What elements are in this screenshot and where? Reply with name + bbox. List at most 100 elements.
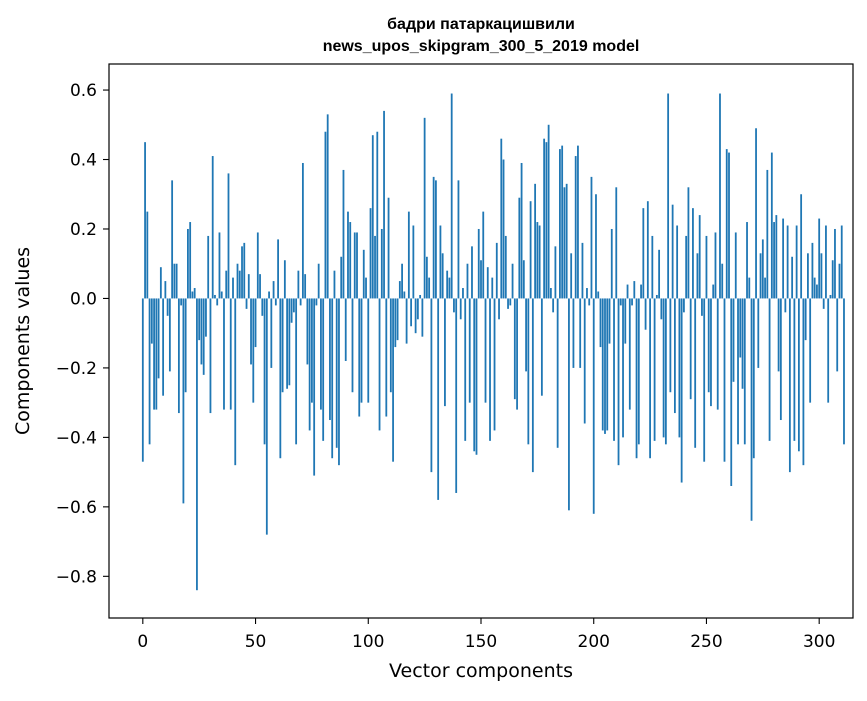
bar <box>446 270 449 299</box>
bar <box>286 298 289 389</box>
bar <box>543 138 546 299</box>
bar <box>191 291 194 299</box>
bar <box>475 298 478 455</box>
bar <box>793 298 796 441</box>
bar <box>840 225 843 299</box>
bar <box>669 298 672 393</box>
bar <box>338 298 340 466</box>
bar <box>252 298 255 403</box>
bar <box>788 298 791 473</box>
bar <box>748 277 751 299</box>
bars <box>141 93 845 591</box>
bar <box>637 298 640 445</box>
bar <box>529 201 532 299</box>
bar <box>633 281 636 299</box>
bar <box>779 298 782 421</box>
bar <box>617 298 620 466</box>
bar <box>755 128 757 299</box>
bar <box>342 169 345 299</box>
bar <box>540 298 543 396</box>
bar <box>786 225 789 299</box>
bar <box>707 298 710 393</box>
bar <box>615 187 618 299</box>
bar <box>728 152 730 299</box>
bar <box>238 270 241 299</box>
bar <box>491 277 494 299</box>
bar <box>471 246 473 299</box>
bar <box>477 228 480 299</box>
bar <box>308 298 311 431</box>
x-axis-label: Vector components <box>389 660 573 682</box>
bar <box>581 242 584 299</box>
bar <box>737 298 739 445</box>
bar <box>694 298 697 448</box>
bar <box>583 298 586 424</box>
bar <box>148 298 151 445</box>
bar <box>394 298 397 348</box>
bar <box>182 298 185 504</box>
bar <box>225 270 228 299</box>
bar <box>486 267 489 299</box>
plot-frame <box>108 63 854 619</box>
bar <box>198 298 201 341</box>
bar <box>288 298 291 386</box>
bar <box>290 298 293 323</box>
bar <box>773 222 775 299</box>
bar <box>243 242 246 299</box>
bar <box>838 263 841 299</box>
bar <box>322 298 325 441</box>
bar <box>214 294 216 299</box>
bar <box>166 298 169 316</box>
bar <box>782 218 785 299</box>
bar <box>689 298 692 400</box>
y-tick-label: −0.4 <box>56 428 97 448</box>
bar <box>590 176 593 299</box>
bar <box>536 222 539 299</box>
bar <box>459 298 462 320</box>
bar <box>311 298 313 403</box>
bar <box>703 298 706 462</box>
bar <box>292 298 295 313</box>
bar <box>572 298 575 368</box>
bar <box>516 298 518 410</box>
bar <box>317 263 320 299</box>
bar <box>804 298 807 341</box>
bar <box>509 298 512 306</box>
bar <box>673 298 676 414</box>
bar <box>315 298 318 306</box>
bar <box>177 298 180 414</box>
bar <box>189 222 192 299</box>
bar <box>347 211 349 299</box>
bar <box>752 298 755 459</box>
bar <box>378 298 381 431</box>
bar <box>180 298 183 306</box>
bar <box>173 263 176 299</box>
bar <box>220 291 223 299</box>
bar <box>698 215 701 299</box>
bar <box>245 298 248 309</box>
bar <box>435 180 437 299</box>
bar <box>304 274 307 299</box>
bar <box>628 298 631 410</box>
bar <box>507 298 509 309</box>
bar <box>383 110 385 299</box>
bar <box>626 284 629 299</box>
bar <box>232 277 234 299</box>
y-tick-label: −0.6 <box>56 498 97 518</box>
bar <box>254 298 257 348</box>
bar <box>272 281 275 299</box>
bar <box>685 235 688 299</box>
bar <box>563 187 566 299</box>
bar <box>757 298 760 368</box>
bar <box>834 228 836 299</box>
x-tick-label: 0 <box>137 632 148 652</box>
bar <box>827 298 830 403</box>
bar <box>719 93 721 299</box>
bar <box>419 294 422 299</box>
bar <box>387 197 390 299</box>
bar <box>439 225 442 299</box>
bar <box>683 298 685 313</box>
bar <box>349 222 352 299</box>
y-tick-label: −0.8 <box>56 567 97 587</box>
